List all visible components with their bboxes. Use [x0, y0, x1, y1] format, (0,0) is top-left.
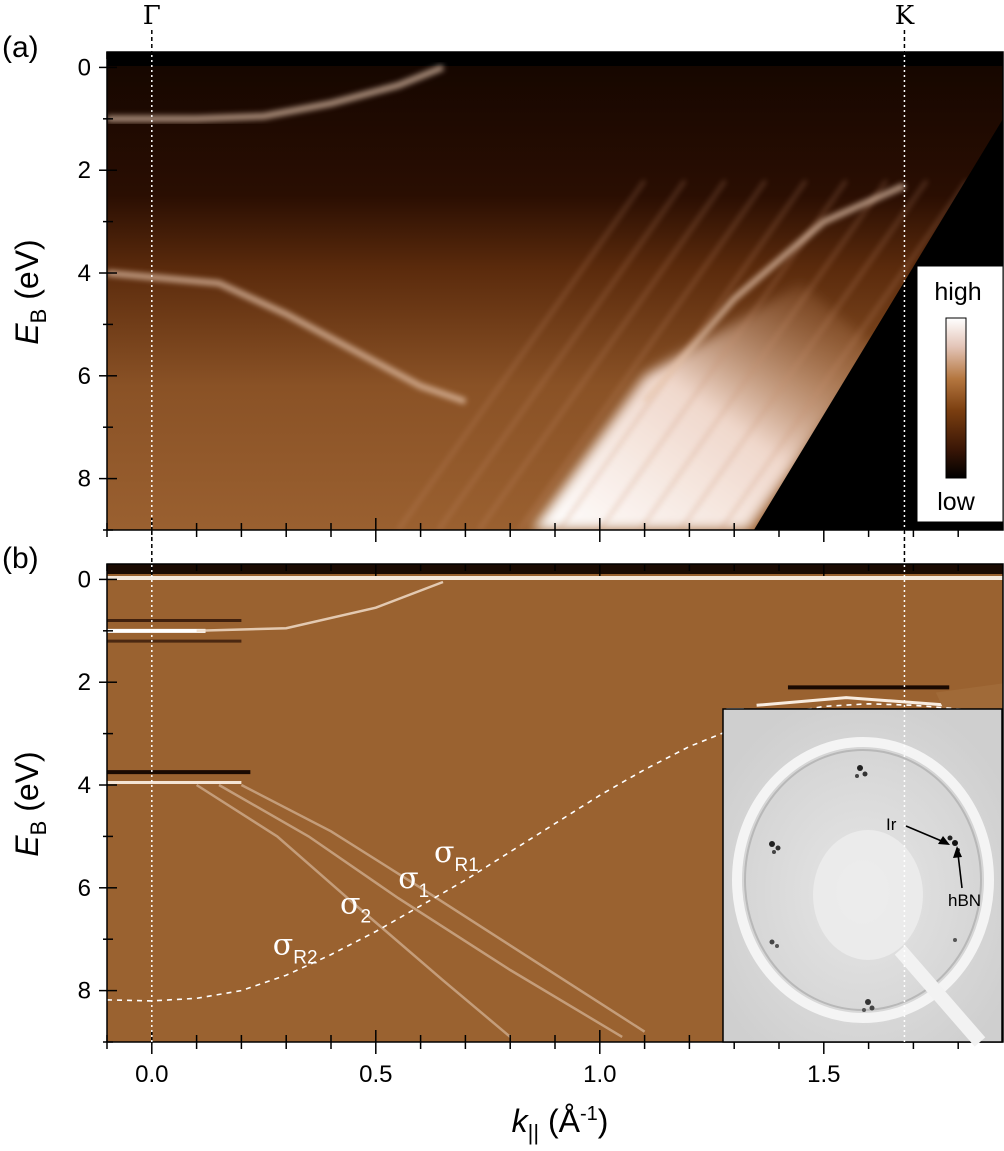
intensity-streak	[517, 179, 767, 530]
x-tick-label: 1.0	[583, 1061, 616, 1088]
pi-band-bright	[756, 696, 950, 707]
colorbar-gradient	[945, 317, 967, 479]
intensity-streak	[396, 179, 646, 530]
panel-a-yticks: 0 2 4 6 8	[78, 54, 117, 531]
sigma-band	[195, 783, 512, 1038]
colorbar-low-label: low	[937, 488, 975, 516]
leed-screen-ring	[732, 737, 994, 1023]
panel-a-label: (a)	[2, 31, 39, 64]
leed-inset: Ir hBN	[722, 708, 1003, 1047]
panel-b-label: (b)	[2, 542, 39, 575]
intensity-streak	[679, 179, 929, 530]
x-axis-label: k|| (Å-1)	[512, 1103, 609, 1145]
intensity-streak	[719, 179, 969, 530]
y-tick-label: 0	[78, 54, 91, 81]
band-label-sigma-r1: σR1	[434, 835, 479, 876]
x-tick-label: 0.5	[359, 1061, 392, 1088]
band-feature	[107, 64, 445, 122]
dispersing-band	[196, 580, 444, 633]
intensity-streak	[638, 179, 888, 530]
panel-a-image	[107, 52, 1003, 530]
x-tick-label: 0.0	[135, 1061, 168, 1088]
symmetry-label: Γ	[143, 1, 161, 31]
x-tick-label: 1.5	[807, 1061, 840, 1088]
y-tick-label: 6	[78, 875, 91, 902]
panel-a-ylabel: EB (eV)	[9, 239, 51, 344]
fermi-level-bright	[107, 576, 1003, 580]
inset-hbn-label: hBN	[948, 891, 981, 910]
symmetry-label: K	[895, 1, 915, 31]
pi-band-dashed-curve	[107, 702, 1003, 1002]
colorbar-high-label: high	[934, 278, 981, 306]
leed-electron-gun	[813, 830, 923, 960]
y-tick-label: 2	[78, 157, 91, 184]
panel-b-ylabel: EB (eV)	[9, 751, 51, 856]
inset-ir-label: Ir	[886, 815, 897, 834]
band-feature	[642, 182, 906, 404]
inset-ir-arrowhead	[938, 836, 950, 845]
inset-hbn-arrowhead	[953, 846, 962, 858]
leed-spots	[769, 765, 960, 1012]
sigma-band	[240, 783, 646, 1033]
panel-a-xticks	[106, 52, 959, 542]
colorbar: high low	[916, 265, 1004, 523]
panel-a: 0 2 4 6 8 (a) EB (eV) high low	[2, 31, 1004, 542]
band-label-sigma-1: σ1	[398, 861, 429, 902]
band-feature	[107, 270, 467, 405]
y-tick-label: 0	[78, 566, 91, 593]
inset-hbn-arrow	[957, 853, 963, 889]
y-tick-label: 8	[78, 978, 91, 1005]
inset-ir-arrow	[905, 825, 945, 843]
y-tick-label: 4	[78, 772, 91, 799]
y-tick-label: 8	[78, 466, 91, 493]
panel-b-curvature-features	[107, 580, 1003, 1038]
y-tick-label: 6	[78, 363, 91, 390]
sigma-band	[218, 783, 623, 1038]
y-tick-label: 4	[78, 260, 91, 287]
band-label-sigma-r2: σR2	[273, 928, 318, 969]
intensity-streak	[477, 179, 727, 530]
leed-gun-holder	[894, 945, 986, 1047]
y-tick-label: 2	[78, 669, 91, 696]
band-label-sigma-2: σ2	[340, 887, 371, 928]
intensity-streak	[437, 179, 687, 530]
